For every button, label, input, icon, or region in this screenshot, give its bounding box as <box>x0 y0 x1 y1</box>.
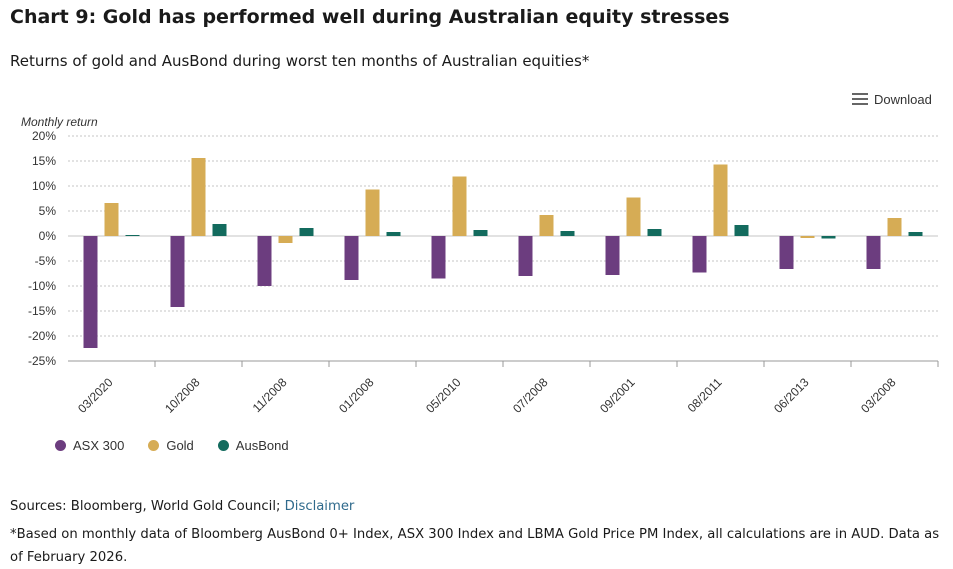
y-tick-label: 20% <box>32 129 56 143</box>
x-tick-label: 11/2008 <box>250 375 290 415</box>
legend-label-ausbond: AusBond <box>235 438 289 453</box>
bar-ausbond-03-2020[interactable] <box>125 235 140 236</box>
bar-gold-09-2001[interactable] <box>626 197 641 237</box>
bar-ausbond-01-2008[interactable] <box>386 232 401 236</box>
bar-asx300-05-2010[interactable] <box>431 236 446 279</box>
bar-gold-03-2020[interactable] <box>104 203 119 236</box>
bar-gold-08-2011[interactable] <box>713 164 728 237</box>
bar-asx300-07-2008[interactable] <box>518 236 533 276</box>
bar-asx300-09-2001[interactable] <box>605 236 620 275</box>
x-tick-label: 09/2001 <box>597 375 638 416</box>
bar-gold-11-2008[interactable] <box>278 236 293 243</box>
legend-label-gold: Gold <box>166 438 194 453</box>
bar-ausbond-08-2011[interactable] <box>734 225 749 236</box>
chart-subtitle: Returns of gold and AusBond during worst… <box>10 52 590 70</box>
hamburger-menu-icon <box>852 93 868 105</box>
chart-title: Chart 9: Gold has performed well during … <box>10 6 730 28</box>
x-tick-label: 06/2013 <box>771 375 812 416</box>
bars <box>83 158 923 348</box>
bar-chart: 20% 15% 10% 5% 0% -5% -10% -15% -20% -25% Monthly… <box>21 115 939 416</box>
y-tick-label: -25% <box>28 354 56 368</box>
bar-gold-01-2008[interactable] <box>365 189 380 237</box>
bar-asx300-03-2008[interactable] <box>866 236 881 269</box>
y-tick-label: 15% <box>32 154 56 168</box>
download-label: Download <box>874 91 932 107</box>
bar-asx300-08-2011[interactable] <box>692 236 707 273</box>
legend-item-ausbond[interactable]: AusBond <box>217 438 289 453</box>
y-tick-label: -5% <box>35 254 57 268</box>
y-tick-label: 10% <box>32 179 56 193</box>
bar-ausbond-11-2008[interactable] <box>299 228 314 236</box>
bar-asx300-10-2008[interactable] <box>170 236 185 307</box>
y-tick-label: 0% <box>39 229 57 243</box>
bar-ausbond-05-2010[interactable] <box>473 230 488 236</box>
x-axis-ticks: 03/2020 10/2008 11/2008 01/2008 05/2010 07/20… <box>75 361 939 416</box>
bar-asx300-06-2013[interactable] <box>779 236 794 269</box>
x-tick-label: 01/2008 <box>336 375 377 416</box>
legend-label-asx300: ASX 300 <box>73 438 125 453</box>
legend-marker-gold <box>148 440 160 451</box>
bar-ausbond-03-2008[interactable] <box>908 232 923 236</box>
legend-item-gold[interactable]: Gold <box>148 438 194 453</box>
legend-item-asx300[interactable]: ASX 300 <box>55 438 124 453</box>
bar-ausbond-06-2013[interactable] <box>821 236 836 239</box>
x-tick-label: 08/2011 <box>685 375 725 415</box>
y-tick-label: -10% <box>28 279 56 293</box>
bar-gold-10-2008[interactable] <box>191 158 206 236</box>
footnote: *Based on monthly data of Bloomberg AusB… <box>10 527 940 565</box>
y-tick-label: -20% <box>28 329 56 343</box>
y-axis-ticks: 20% 15% 10% 5% 0% -5% -10% -15% -20% -25% <box>28 129 56 368</box>
bar-ausbond-09-2001[interactable] <box>647 229 662 236</box>
bar-asx300-03-2020[interactable] <box>83 236 98 348</box>
y-tick-label: -15% <box>28 304 56 318</box>
bar-gold-03-2008[interactable] <box>887 218 902 236</box>
x-tick-label: 05/2010 <box>423 375 464 416</box>
y-axis-label: Monthly return <box>21 115 98 129</box>
bar-asx300-11-2008[interactable] <box>257 236 272 286</box>
y-tick-label: 5% <box>39 204 57 218</box>
download-button[interactable]: Download <box>852 89 932 109</box>
legend-marker-ausbond <box>217 440 229 451</box>
sources-line: Sources: Bloomberg, World Gold Council; … <box>10 499 354 514</box>
bar-asx300-01-2008[interactable] <box>344 236 359 280</box>
x-tick-label: 03/2008 <box>858 375 899 416</box>
bar-ausbond-10-2008[interactable] <box>212 224 227 236</box>
bar-ausbond-07-2008[interactable] <box>560 231 575 236</box>
x-tick-label: 10/2008 <box>162 375 203 416</box>
bar-gold-06-2013[interactable] <box>800 236 815 238</box>
bar-gold-07-2008[interactable] <box>539 215 554 236</box>
x-tick-label: 03/2020 <box>75 375 116 416</box>
x-tick-label: 07/2008 <box>510 375 551 416</box>
legend: ASX 300 Gold AusBond <box>55 438 289 453</box>
sources-text: Sources: Bloomberg, World Gold Council; <box>10 499 285 514</box>
legend-marker-asx300 <box>55 440 66 451</box>
disclaimer-link[interactable]: Disclaimer <box>284 499 355 514</box>
bar-gold-05-2010[interactable] <box>452 176 467 237</box>
